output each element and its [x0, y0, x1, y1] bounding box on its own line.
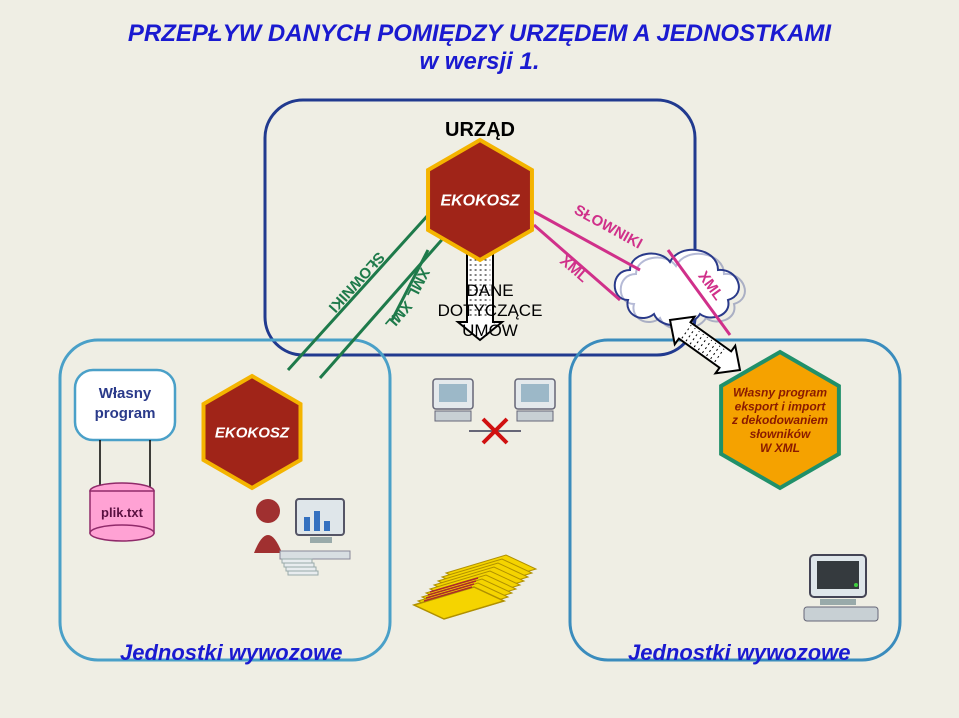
svg-text:Własny program: Własny program [733, 386, 827, 400]
svg-text:EKOKOSZ: EKOKOSZ [215, 424, 290, 441]
svg-text:W XML: W XML [760, 441, 800, 455]
svg-text:EKOKOSZ: EKOKOSZ [440, 193, 520, 210]
svg-text:Własny: Własny [99, 385, 152, 402]
svg-text:DOTYCZĄCE: DOTYCZĄCE [438, 301, 543, 320]
svg-text:XML: XML [403, 265, 433, 301]
svg-text:UMÓW: UMÓW [462, 321, 518, 340]
svg-text:z dekodowaniem: z dekodowaniem [731, 413, 828, 427]
svg-text:XML: XML [556, 252, 591, 286]
bottom-left-label: Jednostki wywozowe [120, 640, 343, 665]
svg-text:eksport i import: eksport i import [735, 399, 827, 413]
operator-icon [254, 499, 350, 575]
svg-text:plik.txt: plik.txt [101, 505, 144, 520]
bottom-right-label: Jednostki wywozowe [628, 640, 851, 665]
svg-text:SŁOWNIKI: SŁOWNIKI [325, 248, 388, 315]
svg-text:DANE: DANE [466, 281, 513, 300]
diagram-canvas: URZĄDSŁOWNIKIXMLXMLSŁOWNIKIXMLXMLEKOKOSZ… [0, 0, 959, 718]
papers-icon [414, 555, 536, 619]
svg-text:SŁOWNIKI: SŁOWNIKI [571, 202, 645, 253]
svg-text:program: program [95, 405, 156, 422]
svg-text:słowników: słowników [750, 427, 811, 441]
